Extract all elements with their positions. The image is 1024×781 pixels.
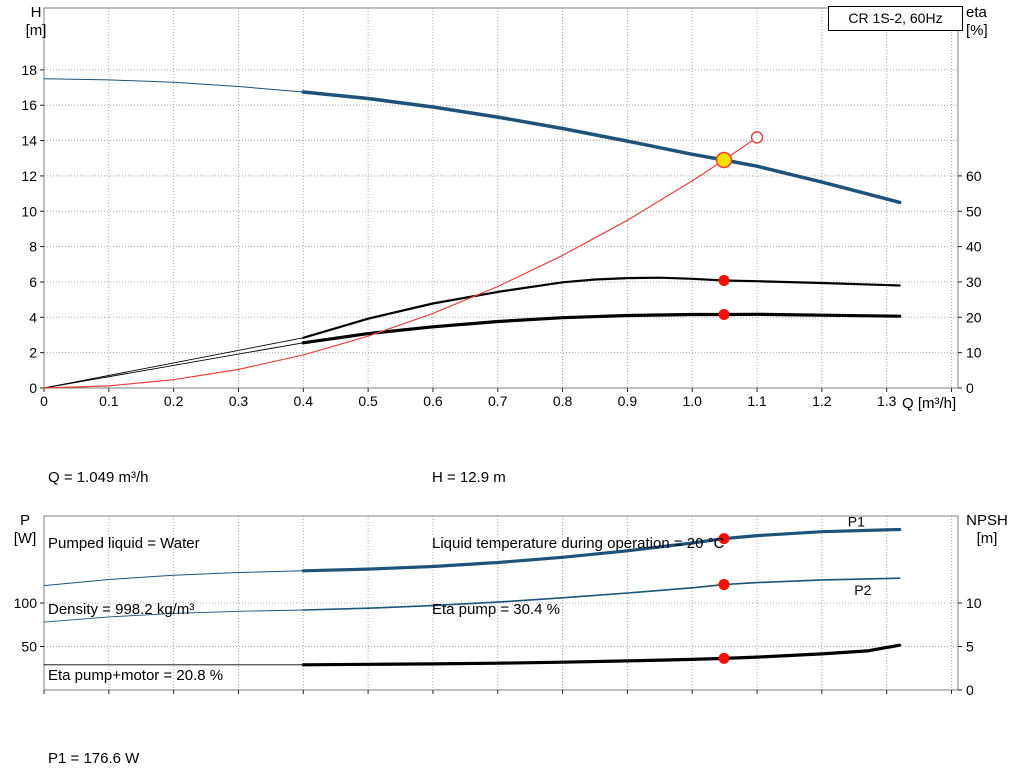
series-head-thin <box>43 78 304 93</box>
power-npsh-chart[interactable]: 50 100 0 5 10 P1 P2 <box>14 513 982 698</box>
marker-eta-pump-point <box>718 275 730 287</box>
npsh-axis-label: NPSH [m] <box>964 512 1010 548</box>
x-tick-label: 1.0 <box>682 393 702 409</box>
series-system-curve <box>43 136 758 389</box>
x-tick-label: 1.3 <box>877 393 897 409</box>
x-tick-label: 0.3 <box>229 393 249 409</box>
series-npsh <box>301 643 902 667</box>
left-tick-label: 14 <box>21 133 37 149</box>
x-tick-label: 1.2 <box>812 393 832 409</box>
info-line-temperature: Liquid temperature during operation = 20… <box>432 535 725 552</box>
x-tick-label: 1.1 <box>747 393 767 409</box>
marker-p2-point <box>718 579 730 591</box>
marker-duty-point <box>715 151 733 169</box>
left-tick-label: 10 <box>21 203 37 219</box>
left-tick-label: 100 <box>14 595 38 611</box>
chart-title-box: CR 1S-2, 60Hz <box>828 6 963 31</box>
info-line-h: H = 12.9 m <box>432 469 506 486</box>
info-line-p1: P1 = 176.6 W <box>48 750 140 767</box>
eta-axis-name: eta <box>966 4 987 21</box>
qh-eta-chart[interactable]: 0 0.1 0.2 0.3 0.4 0.5 0.6 0.7 0.8 0.9 1.0 1.1 1.2 1.3… <box>21 7 982 409</box>
info-line-eta-pump-motor: Eta pump+motor = 20.8 % <box>48 667 224 684</box>
right-tick-label: 0 <box>966 380 974 396</box>
right-tick-label: 5 <box>966 639 974 655</box>
series-p1-thin <box>43 570 304 587</box>
x-tick-label: 0.1 <box>99 393 119 409</box>
left-tick-label: 4 <box>29 309 37 325</box>
x-tick-label: 0.8 <box>553 393 573 409</box>
right-tick-label: 10 <box>966 345 982 361</box>
x-tick-label: 0.7 <box>488 393 508 409</box>
right-tick-label: 0 <box>966 682 974 698</box>
right-tick-label: 30 <box>966 274 982 290</box>
x-tick-label: 0.4 <box>294 393 314 409</box>
curve-label-P2: P2 <box>854 582 871 598</box>
x-tick-label: 0 <box>40 393 48 409</box>
eta-axis-unit: [%] <box>966 22 988 39</box>
series-eta-pump-motor <box>301 312 902 345</box>
x-tick-label: 0.6 <box>423 393 443 409</box>
right-tick-label: 10 <box>966 595 982 611</box>
h-axis-unit: [m] <box>25 22 47 39</box>
marker-eta-pump-motor-point <box>718 308 730 320</box>
power-info: P1 = 176.6 W P2 = 121.2 W NPSH = 3.63 m <box>48 704 153 781</box>
npsh-axis-name: NPSH <box>966 512 1008 529</box>
npsh-axis-unit: [m] <box>976 530 998 547</box>
right-tick-label: 60 <box>966 168 982 184</box>
q-axis-label: Q [m³/h] <box>902 395 957 412</box>
duty-info-left: Q = 1.049 m³/h Pumped liquid = Water Den… <box>48 423 223 731</box>
right-tick-label: 20 <box>966 309 982 325</box>
x-tick-label: 0.5 <box>358 393 378 409</box>
info-line-eta-pump: Eta pump = 30.4 % <box>432 601 560 618</box>
info-line-density: Density = 998.2 kg/m³ <box>48 601 195 618</box>
duty-info-right: H = 12.9 m Liquid temperature during ope… <box>432 423 724 665</box>
left-tick-label: 50 <box>21 639 37 655</box>
eta-axis-label: eta [%] <box>966 4 1020 40</box>
left-tick-label: 12 <box>21 168 37 184</box>
curve-label-P1: P1 <box>848 513 865 529</box>
info-line-liquid: Pumped liquid = Water <box>48 535 200 552</box>
series-eta-pump-motor-thin <box>43 342 304 389</box>
left-tick-label: 0 <box>29 380 37 396</box>
p-axis-name: P <box>19 512 30 529</box>
marker-system-end-open <box>750 131 764 144</box>
left-tick-label: 2 <box>29 345 37 361</box>
marker-p1-point <box>718 533 730 545</box>
series-p2 <box>302 577 901 611</box>
left-tick-label: 16 <box>21 97 37 113</box>
series-eta-pump <box>302 276 901 339</box>
h-axis-name: H <box>30 4 42 21</box>
series-p2-thin <box>43 609 304 623</box>
p-axis-label: P [W] <box>6 512 44 548</box>
left-tick-label: 8 <box>29 239 37 255</box>
series-p1 <box>301 527 902 573</box>
right-tick-label: 50 <box>966 203 982 219</box>
x-tick-label: 0.2 <box>164 393 184 409</box>
series-eta-pump-thin <box>43 337 304 389</box>
plot-border <box>43 7 959 389</box>
x-tick-label: 0.9 <box>618 393 638 409</box>
h-axis-label: H [m] <box>16 4 56 40</box>
series-head <box>301 90 902 205</box>
p-axis-unit: [W] <box>13 530 37 547</box>
left-tick-label: 6 <box>29 274 37 290</box>
left-tick-label: 18 <box>21 62 37 78</box>
right-tick-label: 40 <box>966 239 982 255</box>
marker-npsh-point <box>718 652 730 664</box>
info-line-q: Q = 1.049 m³/h <box>48 469 149 486</box>
